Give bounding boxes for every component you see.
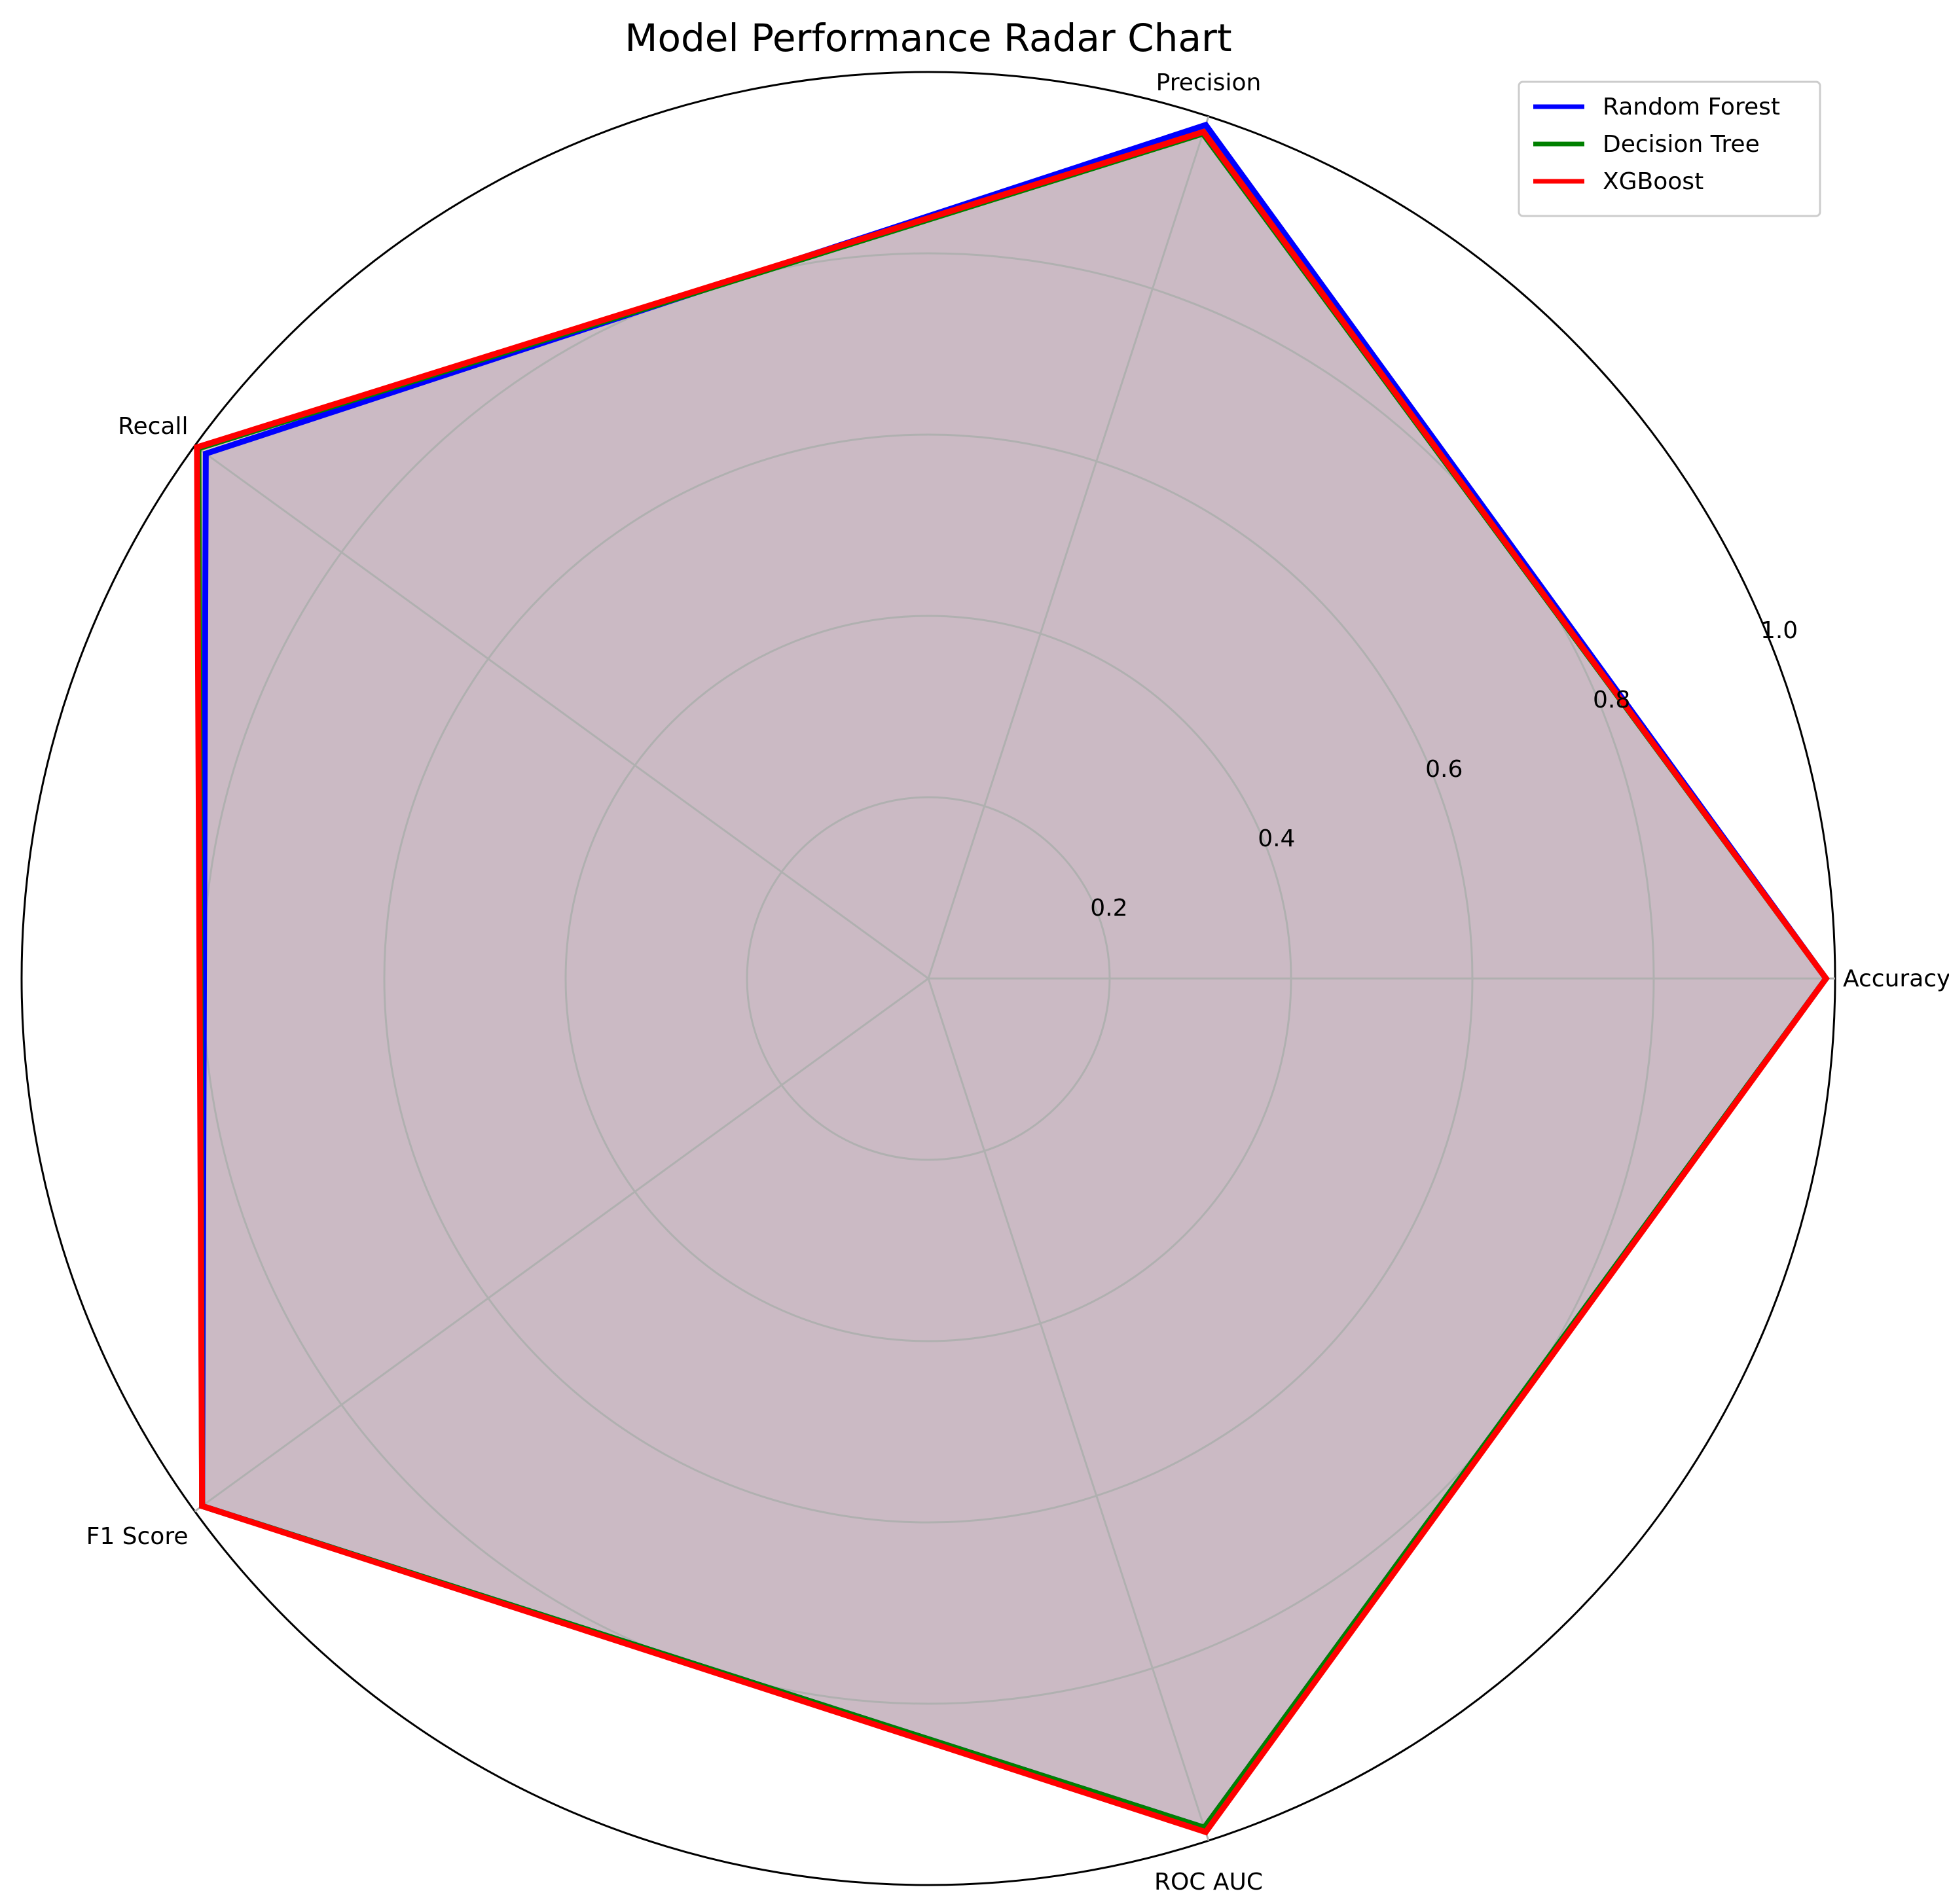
radial-tick-label: 0.8: [1593, 687, 1630, 713]
radial-tick-label: 0.2: [1090, 895, 1127, 922]
series-fill-layer: [196, 124, 1827, 1833]
chart-title: Model Performance Radar Chart: [625, 16, 1231, 60]
legend: Random Forest Decision Tree XGBoost: [1518, 81, 1821, 217]
axis-label-recall: Recall: [118, 413, 188, 440]
axis-label-f1-score: F1 Score: [86, 1523, 189, 1550]
series-fill-decision-tree: [198, 134, 1827, 1828]
legend-label-decision-tree: Decision Tree: [1603, 131, 1760, 158]
grid-spoke: [194, 977, 929, 1513]
axis-labels-layer: Accuracy Precision Recall F1 Score ROC AUC: [86, 69, 1949, 1895]
axis-label-roc-auc: ROC AUC: [1154, 1869, 1263, 1895]
radial-tick-label: 0.6: [1425, 756, 1463, 783]
series-line-xgboost: [194, 128, 1830, 1836]
grid-spoke: [927, 978, 1210, 1841]
legend-label-xgboost: XGBoost: [1603, 168, 1703, 195]
grid-layer: [20, 71, 1836, 1886]
grid-spoke: [194, 444, 929, 980]
radial-tick-label: 1.0: [1760, 617, 1798, 644]
series-fill-xgboost: [196, 132, 1827, 1833]
series-lines-layer: [194, 121, 1830, 1836]
radial-tick-label: 0.4: [1258, 825, 1295, 852]
radial-tick-labels-layer: 0.2 0.4 0.6 0.8 1.0: [1090, 617, 1798, 922]
series-fill-random-forest: [202, 124, 1827, 1828]
legend-frame: [1518, 81, 1821, 217]
axis-label-accuracy: Accuracy: [1843, 965, 1949, 992]
grid-spoke: [927, 116, 1210, 979]
axis-label-precision: Precision: [1156, 69, 1262, 96]
legend-label-random-forest: Random Forest: [1603, 94, 1780, 120]
